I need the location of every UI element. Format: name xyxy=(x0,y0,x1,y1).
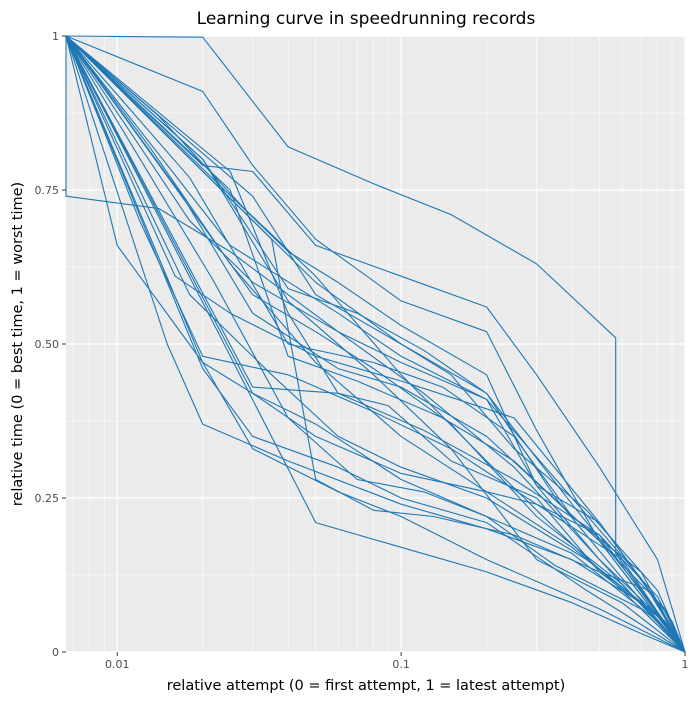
series-line-24 xyxy=(65,35,686,653)
series-line-23 xyxy=(65,35,686,653)
series-line-28 xyxy=(65,35,686,653)
series-line-16 xyxy=(65,35,686,653)
series-layer xyxy=(65,35,686,653)
y-tick-label: 0 xyxy=(52,646,59,659)
x-tick-label: 0.01 xyxy=(105,658,130,671)
series-line-30 xyxy=(65,35,686,653)
x-tick-label: 0.1 xyxy=(392,658,410,671)
x-tick-label: 1 xyxy=(682,658,689,671)
series-line-10 xyxy=(65,35,686,653)
series-line-20 xyxy=(65,35,686,653)
series-line-25 xyxy=(65,35,686,653)
series-line-1 xyxy=(65,35,686,653)
series-line-15 xyxy=(65,35,686,653)
y-tick-label: 0.75 xyxy=(35,184,60,197)
series-line-22 xyxy=(65,35,686,653)
chart-title: Learning curve in speedrunning records xyxy=(197,9,536,29)
series-line-13 xyxy=(65,35,686,653)
y-tick-label: 1 xyxy=(52,30,59,43)
y-axis-ticks: 0 0.25 0.50 0.75 1 xyxy=(35,30,66,659)
x-axis-title: relative attempt (0 = first attempt, 1 =… xyxy=(167,678,566,694)
series-line-11 xyxy=(65,35,686,653)
y-tick-label: 0.50 xyxy=(35,338,60,351)
y-tick-label: 0.25 xyxy=(35,492,60,505)
series-line-29 xyxy=(65,35,686,653)
series-line-6 xyxy=(65,35,686,653)
series-line-27 xyxy=(65,35,686,653)
y-axis-title: relative time (0 = best time, 1 = worst … xyxy=(10,182,26,506)
x-axis-ticks: 0.01 0.1 1 xyxy=(105,652,689,671)
series-line-3 xyxy=(65,35,686,653)
